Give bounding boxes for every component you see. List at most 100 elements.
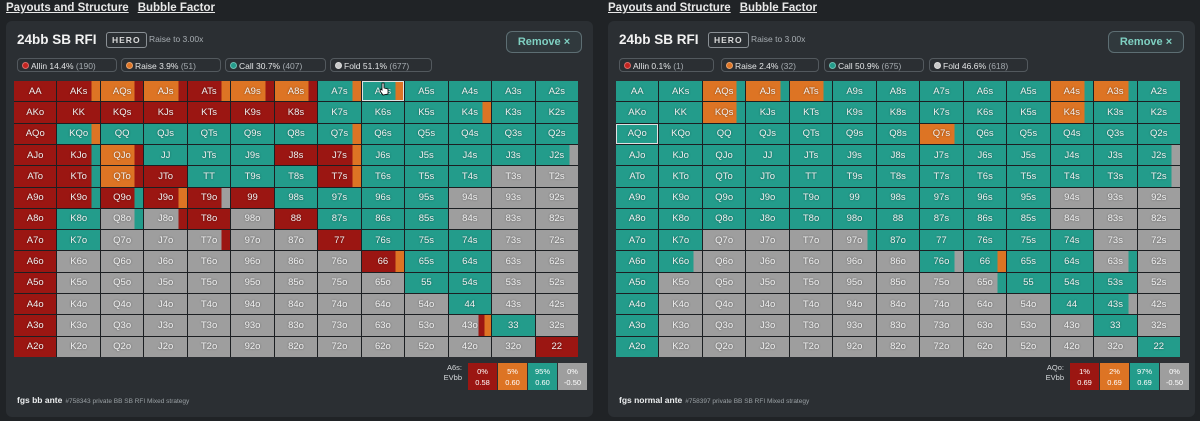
hand-cell-AJs[interactable]: AJs (144, 81, 187, 102)
hand-cell-ATo[interactable]: ATo (14, 166, 57, 187)
hand-cell-54o[interactable]: 54o (405, 294, 448, 315)
hand-cell-43s[interactable]: 43s (492, 294, 535, 315)
hand-cell-Q8s[interactable]: Q8s (876, 123, 920, 144)
legend-fold[interactable]: Fold 46.6% (618) (929, 58, 1028, 72)
hand-cell-96o[interactable]: 96o (231, 251, 274, 272)
hand-cell-QQ[interactable]: QQ (100, 123, 144, 144)
hand-cell-64o[interactable]: 64o (963, 294, 1007, 315)
hand-cell-84o[interactable]: 84o (876, 294, 920, 315)
hand-cell-88[interactable]: 88 (274, 208, 318, 230)
hand-cell-TT[interactable]: TT (789, 166, 833, 187)
hand-cell-94o[interactable]: 94o (231, 294, 274, 315)
legend-raise[interactable]: Raise 3.9% (51) (121, 58, 221, 72)
hand-cell-53s[interactable]: 53s (492, 272, 535, 294)
hand-cell-A5o[interactable]: A5o (14, 272, 57, 294)
hand-cell-95s[interactable]: 95s (1007, 187, 1050, 208)
hand-cell-94o[interactable]: 94o (833, 294, 876, 315)
hand-cell-A8s[interactable]: A8s (876, 81, 920, 102)
hand-cell-22[interactable]: 22 (1137, 336, 1180, 357)
hand-cell-T4o[interactable]: T4o (789, 294, 833, 315)
legend-call[interactable]: Call 50.9% (675) (824, 58, 924, 72)
hand-cell-K2o[interactable]: K2o (659, 336, 702, 357)
hand-cell-K6s[interactable]: K6s (361, 102, 405, 123)
hand-cell-82s[interactable]: 82s (1137, 208, 1180, 230)
hand-cell-T5s[interactable]: T5s (405, 166, 448, 187)
hand-cell-K8s[interactable]: K8s (274, 102, 318, 123)
hand-cell-KQo[interactable]: KQo (57, 123, 100, 144)
hand-cell-75o[interactable]: 75o (920, 272, 963, 294)
hand-cell-K8o[interactable]: K8o (659, 208, 702, 230)
hand-cell-T8s[interactable]: T8s (274, 166, 318, 187)
hand-cell-J4s[interactable]: J4s (448, 144, 492, 166)
hand-cell-A5o[interactable]: A5o (616, 272, 659, 294)
hand-cell-72s[interactable]: 72s (535, 230, 578, 251)
hand-cell-93o[interactable]: 93o (833, 315, 876, 336)
hand-cell-32o[interactable]: 32o (492, 336, 535, 357)
hand-cell-73o[interactable]: 73o (318, 315, 361, 336)
hand-cell-86o[interactable]: 86o (274, 251, 318, 272)
hand-cell-85s[interactable]: 85s (405, 208, 448, 230)
hand-cell-73o[interactable]: 73o (920, 315, 963, 336)
hand-cell-33[interactable]: 33 (1094, 315, 1137, 336)
hand-cell-43s[interactable]: 43s (1094, 294, 1137, 315)
hand-cell-J3s[interactable]: J3s (492, 144, 535, 166)
hand-cell-KQs[interactable]: KQs (702, 102, 746, 123)
hand-cell-AJs[interactable]: AJs (746, 81, 789, 102)
hand-cell-52o[interactable]: 52o (405, 336, 448, 357)
hand-cell-74s[interactable]: 74s (1050, 230, 1094, 251)
hand-cell-T2s[interactable]: T2s (535, 166, 578, 187)
hand-cell-AQs[interactable]: AQs (100, 81, 144, 102)
hand-cell-95o[interactable]: 95o (833, 272, 876, 294)
hand-cell-96s[interactable]: 96s (361, 187, 405, 208)
hand-cell-63o[interactable]: 63o (361, 315, 405, 336)
hand-cell-JTs[interactable]: JTs (187, 144, 231, 166)
hand-cell-T2o[interactable]: T2o (187, 336, 231, 357)
hand-cell-Q9o[interactable]: Q9o (702, 187, 746, 208)
hand-cell-76o[interactable]: 76o (920, 251, 963, 272)
hand-cell-A9s[interactable]: A9s (833, 81, 876, 102)
hand-cell-43o[interactable]: 43o (448, 315, 492, 336)
hand-cell-72o[interactable]: 72o (318, 336, 361, 357)
hand-cell-A4s[interactable]: A4s (448, 81, 492, 102)
hand-cell-65s[interactable]: 65s (1007, 251, 1050, 272)
hand-cell-K9s[interactable]: K9s (833, 102, 876, 123)
hand-cell-T5s[interactable]: T5s (1007, 166, 1050, 187)
hand-cell-Q6o[interactable]: Q6o (100, 251, 144, 272)
hand-cell-32s[interactable]: 32s (1137, 315, 1180, 336)
hand-cell-93o[interactable]: 93o (231, 315, 274, 336)
hand-cell-KTs[interactable]: KTs (187, 102, 231, 123)
hand-cell-96s[interactable]: 96s (963, 187, 1007, 208)
hand-cell-Q8o[interactable]: Q8o (702, 208, 746, 230)
hand-cell-K6o[interactable]: K6o (659, 251, 702, 272)
hand-cell-94s[interactable]: 94s (1050, 187, 1094, 208)
hand-cell-98s[interactable]: 98s (876, 187, 920, 208)
hand-cell-T7o[interactable]: T7o (789, 230, 833, 251)
hand-cell-86o[interactable]: 86o (876, 251, 920, 272)
hand-cell-QJo[interactable]: QJo (702, 144, 746, 166)
hand-cell-J3o[interactable]: J3o (144, 315, 187, 336)
hand-cell-Q9o[interactable]: Q9o (100, 187, 144, 208)
hand-cell-J2s[interactable]: J2s (535, 144, 578, 166)
hand-cell-KK[interactable]: KK (659, 102, 702, 123)
hand-cell-83o[interactable]: 83o (274, 315, 318, 336)
hand-cell-A6o[interactable]: A6o (14, 251, 57, 272)
hand-cell-42o[interactable]: 42o (448, 336, 492, 357)
hand-cell-64o[interactable]: 64o (361, 294, 405, 315)
hand-cell-22[interactable]: 22 (535, 336, 578, 357)
hand-cell-62o[interactable]: 62o (963, 336, 1007, 357)
hand-cell-AQo[interactable]: AQo (616, 123, 659, 144)
hand-cell-T4s[interactable]: T4s (448, 166, 492, 187)
hand-cell-K9o[interactable]: K9o (659, 187, 702, 208)
hand-cell-63s[interactable]: 63s (1094, 251, 1137, 272)
hand-cell-A2s[interactable]: A2s (1137, 81, 1180, 102)
hand-cell-A9o[interactable]: A9o (616, 187, 659, 208)
hand-cell-A6s[interactable]: A6s (963, 81, 1007, 102)
hand-cell-KJs[interactable]: KJs (144, 102, 187, 123)
hand-cell-32o[interactable]: 32o (1094, 336, 1137, 357)
hand-cell-Q6s[interactable]: Q6s (361, 123, 405, 144)
hand-cell-T4o[interactable]: T4o (187, 294, 231, 315)
hand-cell-T5o[interactable]: T5o (187, 272, 231, 294)
hand-cell-T4s[interactable]: T4s (1050, 166, 1094, 187)
hand-cell-KQo[interactable]: KQo (659, 123, 702, 144)
hand-cell-53o[interactable]: 53o (405, 315, 448, 336)
